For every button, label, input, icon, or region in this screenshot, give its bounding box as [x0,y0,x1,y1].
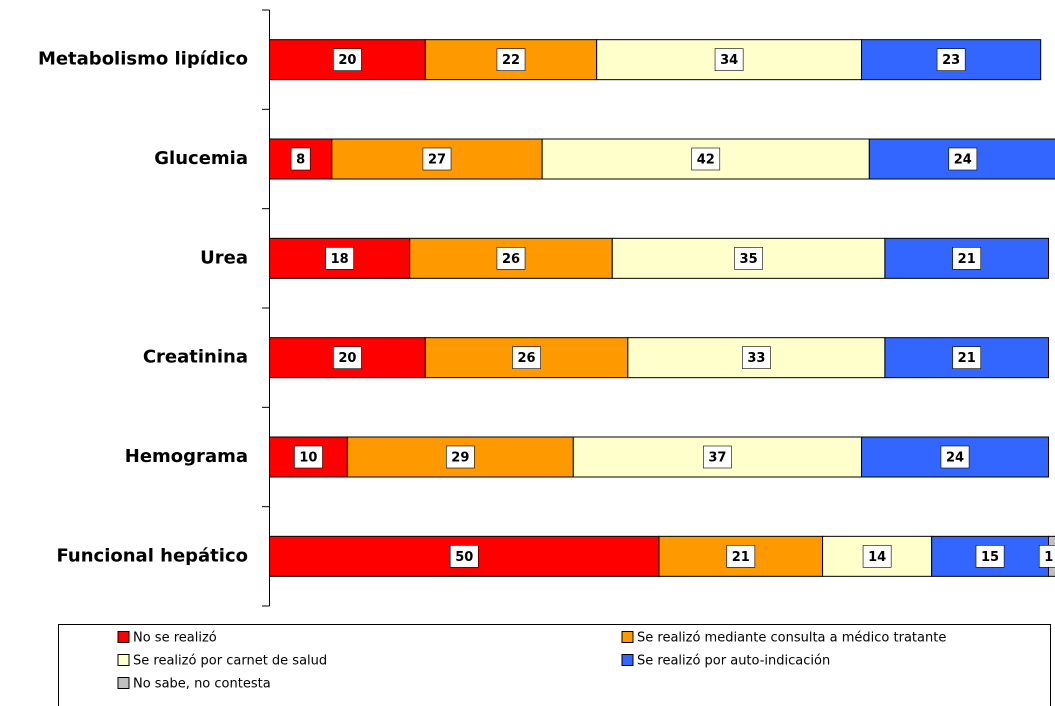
legend-swatch [117,677,130,689]
category-label: Creatinina [143,347,248,368]
data-label: 34 [720,53,738,68]
data-label: 23 [942,53,960,68]
data-label: 42 [697,153,715,168]
legend-box [58,624,1051,706]
data-label: 29 [451,451,469,466]
legend-label: Se realizó por auto-indicación [637,654,830,669]
legend-label: Se realizó por carnet de salud [133,654,327,669]
legend-swatch [117,631,130,643]
category-label: Glucemia [154,148,248,169]
category-label: Funcional hepático [57,545,249,566]
legend-label: No se realizó [133,631,217,646]
data-label-box [512,346,541,369]
data-label: 20 [338,53,356,68]
legend-swatch [621,631,634,643]
category-label: Hemograma [125,446,248,467]
data-label-box [294,445,323,469]
data-label: 14 [868,550,886,565]
data-label: 21 [958,351,976,366]
data-label: 24 [954,153,972,168]
data-label-box [734,247,763,270]
data-label-box [449,545,479,568]
category-label: Metabolismo lipídico [38,49,248,70]
data-label-box [936,48,966,71]
data-label-box [742,346,771,369]
data-label-box [714,48,744,71]
data-label-box [496,48,526,71]
data-label: 18 [331,252,349,267]
data-label-box [422,147,452,171]
data-label-box [691,147,721,171]
legend-label: No sabe, no contesta [133,677,271,692]
data-label-box [703,445,732,469]
data-label: 22 [502,53,520,68]
category-label: Urea [200,247,248,268]
data-label: 10 [299,451,317,466]
data-label-box [726,545,756,568]
data-label-box [290,147,311,171]
data-label-box [333,346,362,369]
data-label: 21 [958,252,976,267]
data-label: 26 [502,252,520,267]
legend-swatch [117,654,130,666]
data-label-box [862,545,892,568]
data-label: 15 [981,550,999,565]
data-label: 26 [518,351,536,366]
data-label-box [952,247,982,270]
data-label: 50 [455,550,473,565]
data-label-box [940,445,970,469]
data-label-box [952,346,982,369]
data-label-box [1038,545,1055,568]
data-label: 21 [732,550,750,565]
data-label-box [446,445,475,469]
data-label: 1 [1044,550,1053,565]
data-label-box [333,48,362,71]
data-label: 20 [338,351,356,366]
data-label: 35 [740,252,758,267]
data-label: 27 [428,153,446,168]
data-label-box [325,247,354,270]
legend-label: Se realizó mediante consulta a médico tr… [637,631,946,646]
data-label: 37 [708,451,726,466]
data-label: 33 [747,351,765,366]
legend-swatch [621,654,634,666]
data-label: 24 [946,451,964,466]
data-label-box [496,247,526,270]
data-label: 8 [296,153,305,168]
data-label-box [948,147,978,171]
data-label-box [975,545,1005,568]
